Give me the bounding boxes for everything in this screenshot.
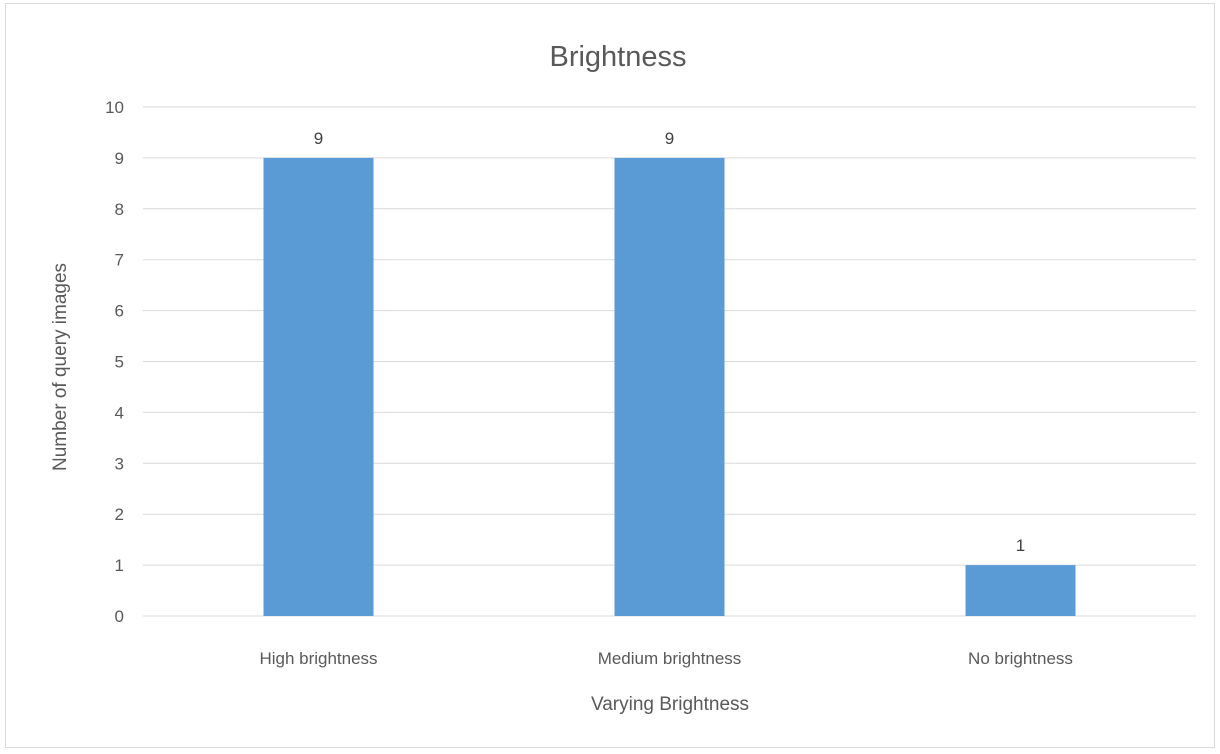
bar-chart: Brightness 0 1 2 3 4 5 6 7 8 9 10 9 9 1 High brightn… xyxy=(50,41,1196,715)
y-axis-ticks: 0 1 2 3 4 5 6 7 8 9 10 xyxy=(105,98,124,626)
y-tick-label: 7 xyxy=(115,251,124,270)
y-tick-label: 2 xyxy=(115,505,124,524)
bar xyxy=(263,157,374,616)
y-tick-label: 0 xyxy=(115,607,124,626)
y-tick-label: 1 xyxy=(115,556,124,575)
data-labels: 9 9 1 xyxy=(314,129,1025,555)
bar-value-label: 1 xyxy=(1016,536,1025,555)
x-tick-label: High brightness xyxy=(259,649,377,668)
x-tick-label: No brightness xyxy=(968,649,1073,668)
x-axis-ticks: High brightness Medium brightness No brigh… xyxy=(259,649,1073,668)
bar-value-label: 9 xyxy=(314,129,323,148)
bar-value-label: 9 xyxy=(665,129,674,148)
x-tick-label: Medium brightness xyxy=(598,649,742,668)
y-tick-label: 5 xyxy=(115,353,124,372)
bar xyxy=(614,157,725,616)
y-tick-label: 10 xyxy=(105,98,124,117)
x-axis-title: Varying Brightness xyxy=(591,694,749,715)
bar xyxy=(965,565,1076,616)
y-tick-label: 4 xyxy=(115,403,124,422)
y-tick-label: 3 xyxy=(115,454,124,473)
bars xyxy=(263,157,1076,616)
y-tick-label: 9 xyxy=(115,149,124,168)
y-tick-label: 8 xyxy=(115,200,124,219)
chart-container: Brightness 0 1 2 3 4 5 6 7 8 9 10 9 9 1 High brightn… xyxy=(5,3,1215,748)
y-axis-title: Number of query images xyxy=(50,263,71,471)
y-tick-label: 6 xyxy=(115,302,124,321)
chart-title: Brightness xyxy=(549,41,686,73)
